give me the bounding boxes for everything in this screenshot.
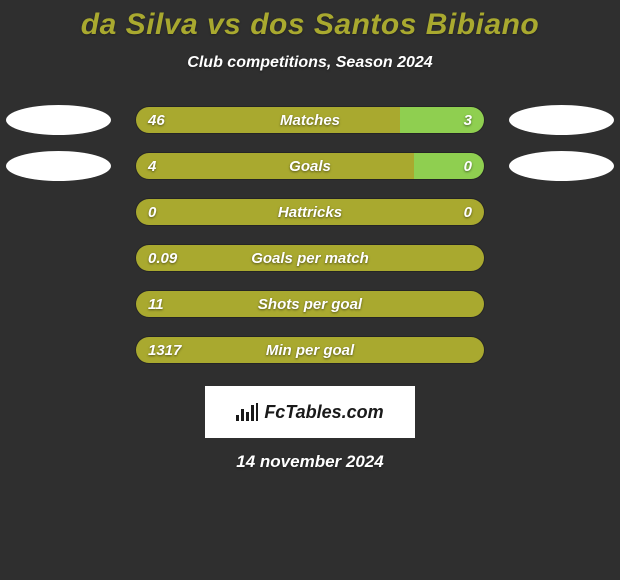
bars-icon (236, 403, 258, 421)
stat-row: Shots per goal11 (0, 290, 620, 318)
stat-row: Hattricks00 (0, 198, 620, 226)
subtitle: Club competitions, Season 2024 (0, 54, 620, 72)
stat-row: Min per goal1317 (0, 336, 620, 364)
stat-bar: Min per goal1317 (135, 336, 485, 364)
bar-left-fill (136, 337, 484, 363)
bar-right-fill (414, 153, 484, 179)
stat-bar: Goals40 (135, 152, 485, 180)
stat-rows: Matches463 Goals40 Hattricks00 Goals per ma… (0, 106, 620, 364)
bar-left-fill (136, 153, 414, 179)
stat-bar: Matches463 (135, 106, 485, 134)
player-marker-left (6, 151, 111, 181)
bar-right-fill (400, 107, 484, 133)
player-marker-left (6, 105, 111, 135)
page-title: da Silva vs dos Santos Bibiano (0, 0, 620, 42)
stat-bar: Hattricks00 (135, 198, 485, 226)
stat-row: Goals per match0.09 (0, 244, 620, 272)
bar-left-fill (136, 291, 484, 317)
stat-bar: Shots per goal11 (135, 290, 485, 318)
stat-bar: Goals per match0.09 (135, 244, 485, 272)
branding-badge: FcTables.com (205, 386, 415, 438)
stat-row: Matches463 (0, 106, 620, 134)
bar-left-fill (136, 107, 400, 133)
comparison-infographic: da Silva vs dos Santos Bibiano Club comp… (0, 0, 620, 580)
date-text: 14 november 2024 (0, 452, 620, 472)
stat-row: Goals40 (0, 152, 620, 180)
branding-text: FcTables.com (264, 402, 383, 423)
player-marker-right (509, 151, 614, 181)
bar-left-fill (136, 245, 484, 271)
player-marker-right (509, 105, 614, 135)
bar-left-fill (136, 199, 484, 225)
